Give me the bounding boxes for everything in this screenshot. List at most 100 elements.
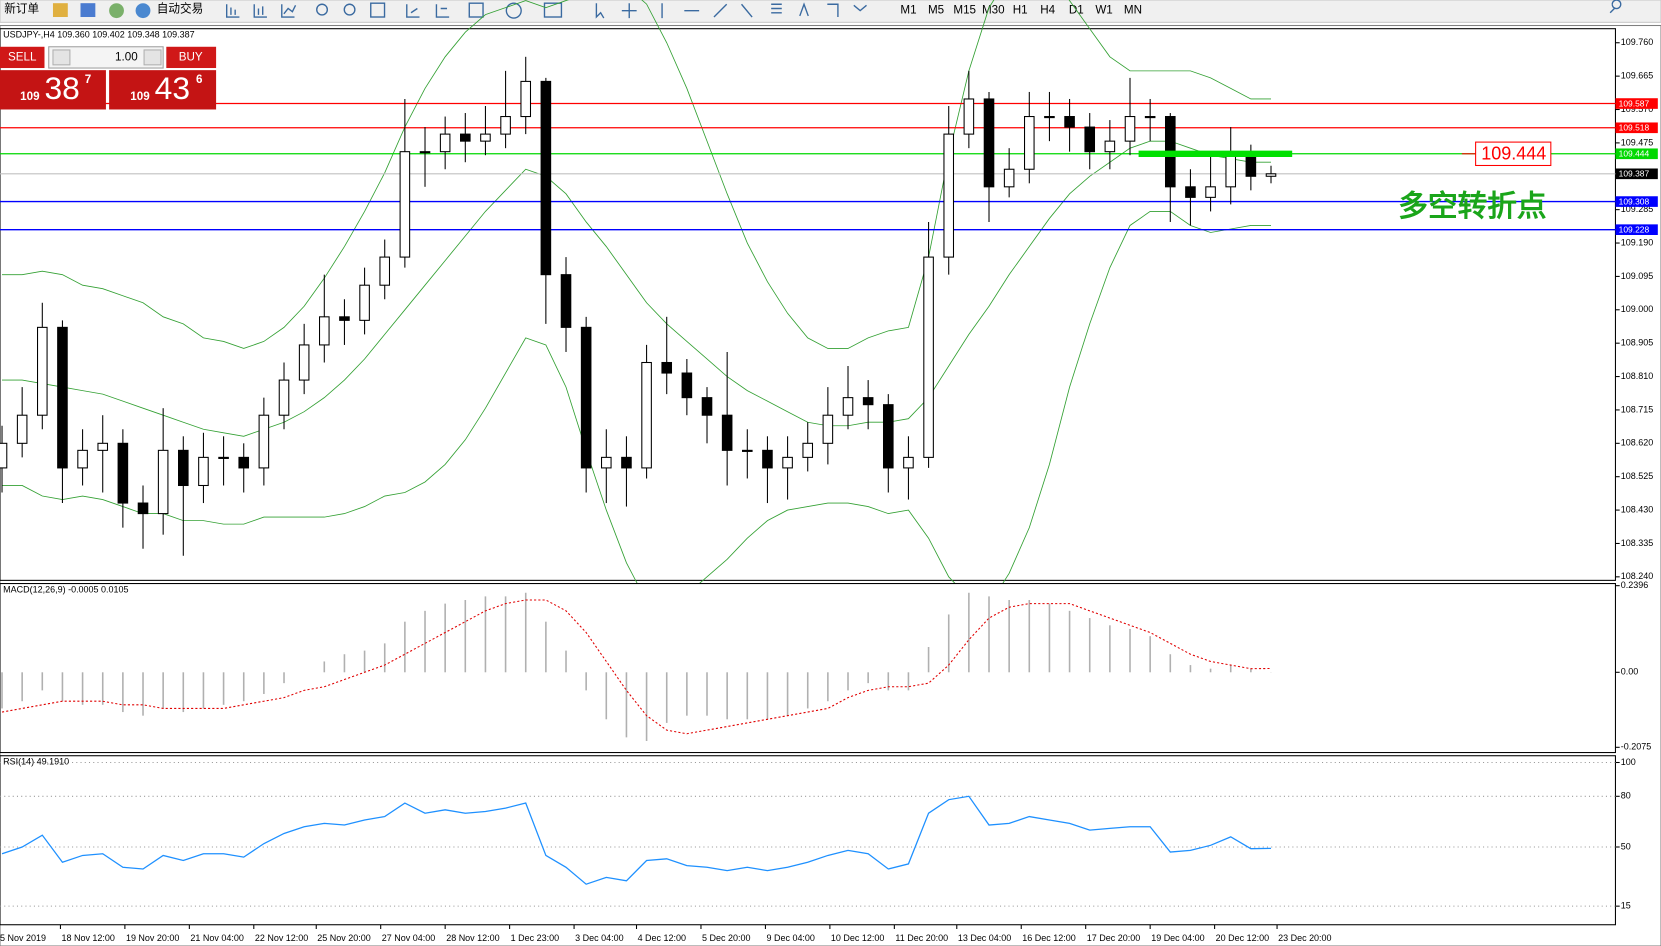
candle-body <box>641 361 652 469</box>
candle-body <box>560 274 572 328</box>
buy-button[interactable] <box>166 46 217 69</box>
candle-body <box>963 98 975 135</box>
candle-body <box>741 449 753 452</box>
axis-price-label: 109.387 <box>1619 169 1650 179</box>
candle-body <box>802 442 814 458</box>
panel-title: RSI(14) 49.1910 <box>3 756 69 766</box>
axis-price-box <box>1615 122 1658 134</box>
y-tick-label: 108.430 <box>1621 504 1653 514</box>
annotation-text: 多空转折点 <box>1398 190 1546 223</box>
icon[interactable] <box>543 2 563 18</box>
timeframe-button[interactable]: H4 <box>1040 4 1055 17</box>
candle-body <box>258 414 270 469</box>
x-tick-label: 17 Dec 20:00 <box>1087 933 1140 943</box>
candle-body <box>137 502 149 515</box>
buy-label[interactable]: BUY <box>179 50 203 63</box>
icon[interactable] <box>595 3 605 19</box>
sell-price-box[interactable] <box>0 70 106 110</box>
sell-price-main: 38 <box>44 70 79 106</box>
candle-body <box>439 133 451 153</box>
y-tick-label: 15 <box>1621 901 1631 911</box>
macd-signal <box>1 599 1272 735</box>
candle-body <box>782 456 793 469</box>
annotation-box <box>1475 141 1552 167</box>
panel-frame <box>0 755 1616 926</box>
icon[interactable] <box>316 3 329 16</box>
lot-value[interactable]: 1.00 <box>115 50 138 63</box>
panel-frame <box>0 583 1616 754</box>
x-tick-label: 16 Dec 12:00 <box>1022 933 1075 943</box>
icon[interactable] <box>135 3 151 19</box>
timeframe-button[interactable]: M30 <box>982 4 1005 17</box>
candle-body <box>419 151 431 154</box>
timeframe-button[interactable]: M5 <box>928 4 944 17</box>
x-tick-label: 1 Dec 23:00 <box>511 933 559 943</box>
candle-body <box>661 361 673 374</box>
sell-button[interactable] <box>0 46 45 69</box>
y-tick-label: 109.760 <box>1621 37 1653 47</box>
candle-body <box>842 397 854 416</box>
timeframe-button[interactable]: M1 <box>900 4 916 17</box>
timeframe-button[interactable]: H1 <box>1013 4 1028 17</box>
icon[interactable] <box>370 2 386 18</box>
icon[interactable] <box>505 2 522 19</box>
candle-body <box>37 326 48 416</box>
candle-body <box>1124 116 1136 142</box>
icon[interactable] <box>52 3 68 18</box>
annotation-value: 109.444 <box>1481 144 1546 164</box>
candle-body <box>16 414 28 444</box>
bollinger-band <box>2 140 1272 437</box>
sell-label[interactable]: SELL <box>8 50 37 63</box>
y-tick-label: 108.620 <box>1621 438 1653 448</box>
timeframe-button[interactable]: MN <box>1124 4 1142 17</box>
icon[interactable] <box>226 4 240 18</box>
icon[interactable] <box>406 4 420 18</box>
candle-body <box>1185 186 1196 198</box>
x-tick-label: 10 Dec 12:00 <box>831 933 884 943</box>
lot-down[interactable] <box>52 49 71 66</box>
x-tick-label: 18 Nov 12:00 <box>61 933 114 943</box>
icon[interactable] <box>281 4 297 18</box>
lot-field[interactable] <box>48 46 164 69</box>
candle-body <box>520 80 532 118</box>
candle-body <box>198 456 209 487</box>
icon[interactable] <box>109 3 124 19</box>
panel-title: USDJPY-,H4 109.360 109.402 109.348 109.3… <box>3 29 195 39</box>
icon[interactable] <box>80 3 96 18</box>
axis-price-label: 109.444 <box>1619 149 1650 159</box>
timeframe-button[interactable]: M15 <box>953 4 976 17</box>
candle-body <box>983 98 995 188</box>
icon[interactable] <box>253 4 267 18</box>
bollinger-band <box>2 210 1272 606</box>
icon[interactable] <box>853 0 1622 14</box>
candle-body <box>862 397 874 406</box>
candle-body <box>1003 168 1015 188</box>
panel-frame <box>0 28 1616 581</box>
buy-price-big: 109 <box>130 90 150 103</box>
candle-body <box>278 379 290 416</box>
axis-price-box <box>1615 224 1658 235</box>
x-tick-label: 3 Dec 04:00 <box>575 933 623 943</box>
y-tick-label: 108.240 <box>1621 571 1653 581</box>
icon[interactable] <box>435 4 450 18</box>
lot-up[interactable] <box>143 49 162 66</box>
y-tick-label: 109.285 <box>1621 204 1653 214</box>
buy-price-box[interactable] <box>109 70 217 110</box>
candle-body <box>218 456 229 459</box>
trade-panel: SELL 1.00 BUY 109 38 7 109 43 6 <box>0 46 217 110</box>
icon[interactable] <box>468 2 484 18</box>
new-order-button[interactable]: 新订单 <box>4 2 39 16</box>
candle-body <box>238 456 250 469</box>
buy-price-main: 43 <box>155 70 190 106</box>
icon[interactable] <box>621 3 637 19</box>
icon[interactable] <box>771 2 839 18</box>
x-tick-label: 28 Nov 12:00 <box>446 933 499 943</box>
auto-trading-button[interactable]: 自动交易 <box>157 2 204 16</box>
icon[interactable] <box>661 3 753 19</box>
candle-body <box>399 151 411 258</box>
timeframe-button[interactable]: W1 <box>1095 4 1112 17</box>
candle-body <box>359 284 370 321</box>
icon[interactable] <box>343 3 356 16</box>
